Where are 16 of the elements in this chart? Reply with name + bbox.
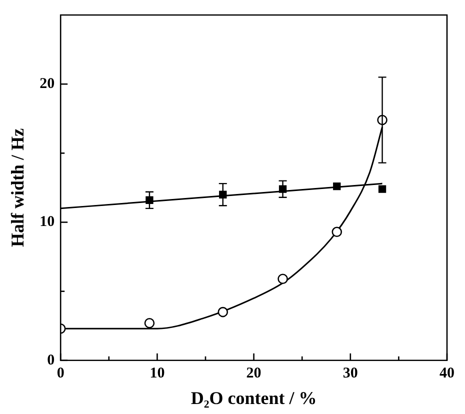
x-tick-label: 40 xyxy=(440,365,454,382)
x-tick-label: 30 xyxy=(342,365,358,382)
point xyxy=(378,185,386,193)
point xyxy=(144,318,155,328)
point xyxy=(146,196,154,204)
point xyxy=(278,274,288,284)
x-axis-title: D₂O content / % xyxy=(190,388,317,408)
x-tick-label: 20 xyxy=(246,365,262,382)
y-axis-title: Half width / Hz xyxy=(7,128,28,247)
y-tick-label: 10 xyxy=(40,214,55,230)
y-tick-label: 0 xyxy=(47,352,55,368)
y-tick-label: 20 xyxy=(40,76,55,92)
x-tick-label: 10 xyxy=(150,365,165,382)
point xyxy=(218,306,228,318)
point xyxy=(333,182,341,190)
point xyxy=(332,226,342,238)
